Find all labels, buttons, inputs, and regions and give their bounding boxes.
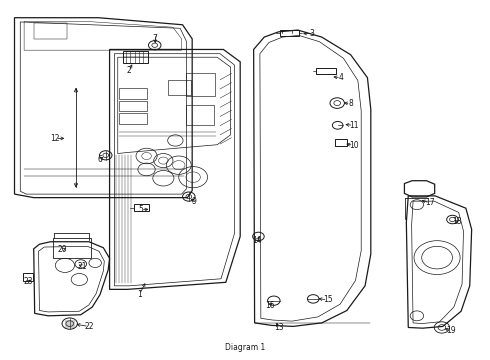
Bar bbox=[119, 101, 147, 111]
Text: 16: 16 bbox=[265, 301, 275, 310]
Text: 21: 21 bbox=[78, 262, 87, 271]
Text: 18: 18 bbox=[452, 217, 462, 226]
Text: 13: 13 bbox=[274, 323, 283, 332]
Bar bbox=[335, 139, 347, 146]
Text: 23: 23 bbox=[23, 277, 33, 286]
Bar bbox=[23, 273, 33, 280]
Text: 4: 4 bbox=[339, 73, 343, 82]
Text: 5: 5 bbox=[138, 206, 143, 215]
Bar bbox=[280, 30, 299, 36]
Bar bbox=[53, 238, 91, 258]
Text: 10: 10 bbox=[349, 141, 358, 150]
Text: 6: 6 bbox=[98, 155, 102, 164]
Text: 20: 20 bbox=[58, 246, 67, 255]
Text: 15: 15 bbox=[323, 296, 332, 305]
Text: 11: 11 bbox=[349, 121, 358, 130]
Text: 22: 22 bbox=[84, 322, 94, 331]
Text: 1: 1 bbox=[137, 290, 142, 299]
Text: 14: 14 bbox=[252, 236, 262, 245]
Text: 8: 8 bbox=[348, 99, 353, 108]
Text: 12: 12 bbox=[50, 134, 60, 143]
Text: 9: 9 bbox=[191, 197, 196, 206]
Bar bbox=[168, 80, 191, 95]
Text: 3: 3 bbox=[310, 29, 315, 38]
Text: 7: 7 bbox=[153, 34, 158, 43]
Bar bbox=[119, 88, 147, 99]
Bar bbox=[119, 113, 147, 123]
Bar bbox=[134, 204, 149, 211]
Text: Diagram 1: Diagram 1 bbox=[225, 343, 265, 352]
Bar bbox=[122, 51, 147, 63]
Text: 2: 2 bbox=[126, 66, 131, 75]
Text: 19: 19 bbox=[446, 326, 455, 335]
Bar bbox=[186, 105, 214, 125]
Bar bbox=[186, 73, 215, 96]
Text: 17: 17 bbox=[425, 198, 435, 207]
Bar bbox=[316, 68, 336, 74]
